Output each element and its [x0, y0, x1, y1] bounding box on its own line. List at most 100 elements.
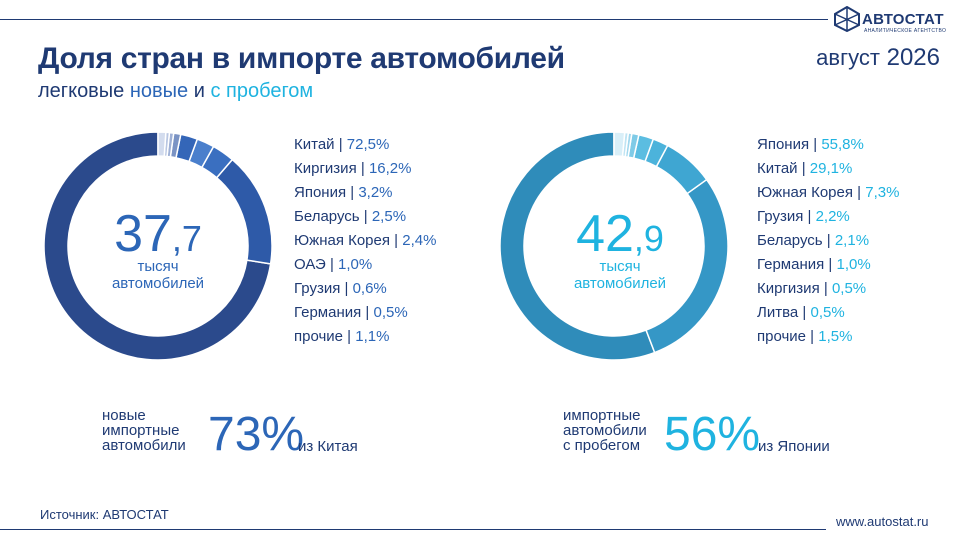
- legend-country: Беларусь: [757, 232, 823, 249]
- legend-share: 2,1%: [834, 232, 870, 249]
- logo-icon: [834, 6, 860, 32]
- legend-country: Германия: [757, 256, 825, 273]
- legend-row: Япония | 3,2%: [294, 181, 436, 205]
- slice-used-8: [613, 131, 626, 158]
- legend-share: 55,8%: [821, 136, 864, 153]
- bottom-divider: [0, 529, 826, 530]
- legend-row: Китай | 29,1%: [757, 157, 899, 181]
- subtitle-used: с пробегом: [210, 80, 314, 102]
- legend-country: Литва: [757, 304, 799, 321]
- legend-share: 1,5%: [818, 328, 853, 345]
- period-month: август: [816, 45, 880, 70]
- legend-country: Южная Корея: [294, 232, 390, 249]
- legend-share: 0,5%: [373, 304, 408, 321]
- legend-share: 1,0%: [836, 256, 871, 273]
- new-total-label: тысяч автомобилей: [92, 258, 224, 292]
- legend-country: Беларусь: [294, 208, 360, 225]
- legend-share: 72,5%: [346, 136, 390, 153]
- legend-country: ОАЭ: [294, 256, 326, 273]
- used-highlight-caption: импортные автомобили с пробегом: [563, 408, 647, 453]
- slice-used-0: [499, 131, 656, 361]
- new-highlight-caption: новые импортные автомобили: [102, 408, 186, 453]
- legend-separator: |: [346, 184, 359, 201]
- legend-separator: |: [334, 136, 347, 153]
- used-total-int: 42: [576, 205, 634, 263]
- top-divider: [0, 19, 828, 20]
- source-note: Источник: АВТОСТАТ: [40, 507, 169, 522]
- new-highlight-pct: %: [261, 408, 305, 461]
- legend-share: 1,1%: [355, 328, 390, 345]
- new-total-label-1: тысяч: [137, 258, 179, 275]
- legend-country: Грузия: [294, 280, 341, 297]
- used-caption-2: автомобили: [563, 422, 647, 439]
- new-total-frac: ,7: [171, 218, 202, 259]
- page-subtitle: легковые новые и с пробегом: [38, 80, 313, 103]
- new-caption-1: новые: [102, 407, 146, 424]
- legend-row: ОАЭ | 1,0%: [294, 253, 436, 277]
- legend-separator: |: [803, 208, 816, 225]
- legend-separator: |: [340, 280, 353, 297]
- used-total-frac: ,9: [633, 218, 664, 259]
- legend-row: Беларусь | 2,5%: [294, 205, 436, 229]
- legend-row: Германия | 1,0%: [757, 253, 899, 277]
- used-highlight-int: 56: [664, 408, 718, 461]
- legend-separator: |: [806, 328, 819, 345]
- used-highlight-pct: %: [717, 408, 761, 461]
- used-caption-3: с пробегом: [563, 437, 641, 454]
- legend-separator: |: [359, 208, 372, 225]
- legend-separator: |: [325, 256, 339, 273]
- used-highlight-value: 56%: [664, 411, 760, 459]
- logo-text: АВТОСТАТ: [862, 11, 944, 28]
- used-highlight-tail: из Японии: [758, 438, 830, 455]
- legend-separator: |: [809, 136, 822, 153]
- legend-row: Китай | 72,5%: [294, 133, 436, 157]
- legend-row: Южная Корея | 7,3%: [757, 181, 899, 205]
- new-total-int: 37: [114, 205, 172, 263]
- legend-row: Грузия | 0,6%: [294, 277, 436, 301]
- legend-separator: |: [390, 232, 403, 249]
- new-highlight-value: 73%: [208, 411, 304, 459]
- legend-share: 0,5%: [810, 304, 845, 321]
- new-caption-3: автомобили: [102, 437, 186, 454]
- used-total: 42,9: [554, 208, 686, 260]
- legend-country: Япония: [757, 136, 810, 153]
- legend-share: 2,4%: [402, 232, 437, 249]
- site-link[interactable]: www.autostat.ru: [836, 514, 929, 529]
- legend-row: прочие | 1,1%: [294, 325, 436, 349]
- legend-row: Киргизия | 0,5%: [757, 277, 899, 301]
- legend-separator: |: [798, 304, 811, 321]
- legend-separator: |: [822, 232, 835, 249]
- legend-row: Южная Корея | 2,4%: [294, 229, 436, 253]
- legend-country: Япония: [294, 184, 347, 201]
- new-highlight-tail: из Китая: [298, 438, 358, 455]
- period-year: 2026: [886, 44, 940, 71]
- legend-row: Германия | 0,5%: [294, 301, 436, 325]
- new-total: 37,7: [92, 208, 224, 260]
- legend-separator: |: [797, 160, 810, 177]
- new-caption-2: импортные: [102, 422, 180, 439]
- legend-country: Киргизия: [294, 160, 357, 177]
- legend-row: Грузия | 2,2%: [757, 205, 899, 229]
- donut-chart-used: [499, 131, 729, 361]
- legend-share: 2,2%: [815, 208, 850, 225]
- subtitle-prefix: легковые: [38, 80, 125, 102]
- legend-country: Китай: [757, 160, 798, 177]
- legend-country: прочие: [294, 328, 344, 345]
- legend-country: Киргизия: [757, 280, 820, 297]
- legend-separator: |: [853, 184, 866, 201]
- legend-country: Южная Корея: [757, 184, 853, 201]
- used-caption-1: импортные: [563, 407, 641, 424]
- used-total-label-1: тысяч: [599, 258, 641, 275]
- legend-share: 16,2%: [368, 160, 412, 177]
- subtitle-and: и: [193, 80, 205, 102]
- legend-separator: |: [356, 160, 369, 177]
- legend-row: Литва | 0,5%: [757, 301, 899, 325]
- legend-row: прочие | 1,5%: [757, 325, 899, 349]
- subtitle-new: новые: [129, 80, 189, 102]
- slice-new-0: [43, 131, 272, 361]
- page-title: Доля стран в импорте автомобилей: [38, 42, 565, 75]
- slice-new-8: [157, 131, 167, 158]
- legend-new: Китай | 72,5% Киргизия | 16,2% Япония | 3,…: [294, 133, 436, 349]
- used-total-label-2: автомобилей: [573, 275, 667, 292]
- legend-share: 0,6%: [352, 280, 387, 297]
